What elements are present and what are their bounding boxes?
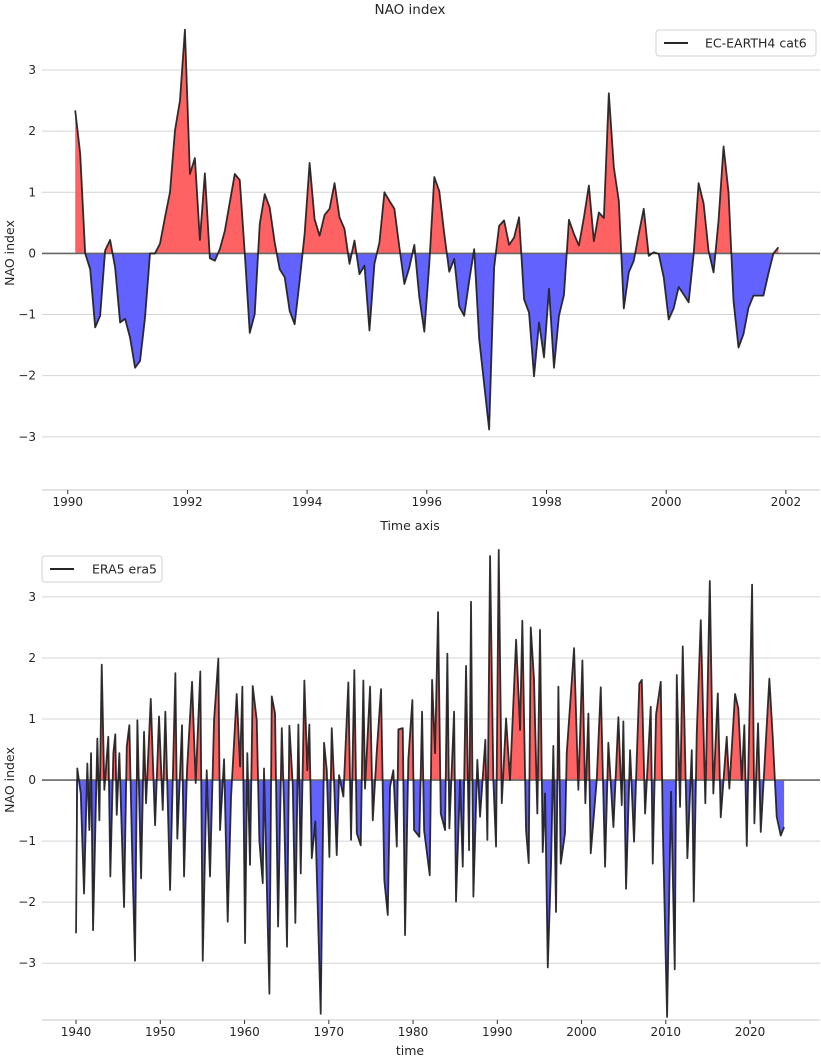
x-tick-label: 1994 [292, 495, 323, 509]
y-tick-label: −2 [18, 369, 36, 383]
legend-label: EC-EARTH4 cat6 [705, 36, 807, 51]
y-tick-label: −1 [18, 834, 36, 848]
y-tick-label: 0 [28, 773, 36, 787]
x-tick-label: 1996 [412, 495, 443, 509]
y-tick-label: −3 [18, 430, 36, 444]
y-tick-label: 1 [28, 185, 36, 199]
y-tick-label: 2 [28, 124, 36, 138]
y-tick-label: 3 [28, 590, 36, 604]
legend-box [655, 29, 817, 57]
y-axis-label: NAO index [2, 220, 17, 286]
legend: EC-EARTH4 cat6 [655, 29, 817, 57]
series-line [74, 28, 780, 431]
x-tick-label: 1960 [229, 1025, 260, 1039]
series-line [75, 548, 785, 1018]
x-axis-label: time [396, 1043, 425, 1058]
ec-earth4-chart: −3 −2 −1 0 1 2 3 1990 1992 1994 1996 1998 2000 2002 N… [2, 2, 820, 533]
legend-box [41, 555, 163, 583]
y-tick-label: 3 [28, 63, 36, 77]
x-tick-label: 1970 [314, 1025, 345, 1039]
era5-chart: −3 −2 −1 0 1 2 3 1940 1950 1960 1970 1980 1990 2000 20… [2, 548, 820, 1058]
legend: ERA5 era5 [41, 555, 163, 583]
x-tick-label: 2020 [735, 1025, 766, 1039]
x-tick-label: 2000 [651, 495, 682, 509]
positive-fill-area [77, 549, 775, 781]
negative-fill-area [75, 253, 779, 430]
y-tick-label: −3 [18, 956, 36, 970]
x-axis-label: Time axis [379, 518, 440, 533]
x-tick-label: 1998 [531, 495, 562, 509]
x-tick-label: 1992 [172, 495, 203, 509]
x-tick-label: 2000 [566, 1025, 597, 1039]
y-tick-label: 0 [28, 246, 36, 260]
x-tick-label: 2002 [771, 495, 802, 509]
plot-area: −3 −2 −1 0 1 2 3 1940 1950 1960 1970 1980 1990 2000 20… [18, 548, 820, 1039]
x-tick-label: 1990 [482, 1025, 513, 1039]
y-axis-label: NAO index [2, 747, 17, 813]
x-tick-label: 1950 [145, 1025, 176, 1039]
x-tick-label: 2010 [651, 1025, 682, 1039]
x-tick-label: 1940 [61, 1025, 92, 1039]
y-tick-label: 2 [28, 651, 36, 665]
legend-label: ERA5 era5 [92, 562, 157, 577]
x-tick-label: 1980 [398, 1025, 429, 1039]
x-tick-label: 1990 [52, 495, 83, 509]
plot-area: −3 −2 −1 0 1 2 3 1990 1992 1994 1996 1998 2000 2002 [18, 28, 820, 509]
chart-title: NAO index [375, 2, 446, 18]
y-tick-label: −1 [18, 308, 36, 322]
y-tick-label: 1 [28, 712, 36, 726]
y-tick-label: −2 [18, 895, 36, 909]
